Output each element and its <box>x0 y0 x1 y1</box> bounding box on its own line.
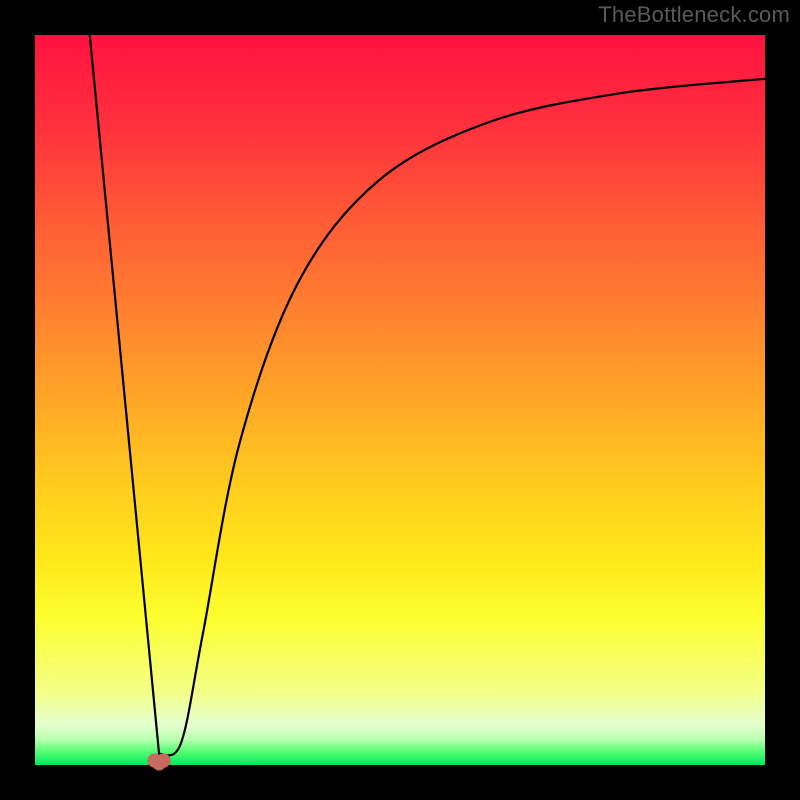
bottleneck-chart <box>0 0 800 800</box>
watermark-text: TheBottleneck.com <box>598 2 790 28</box>
plot-background <box>35 35 765 765</box>
chart-container: TheBottleneck.com <box>0 0 800 800</box>
